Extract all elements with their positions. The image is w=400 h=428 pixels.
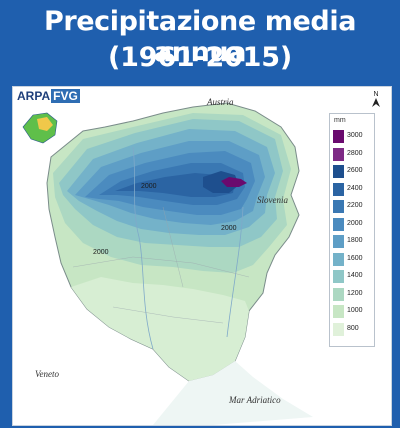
- river-tagliamento: [132, 146, 154, 350]
- legend-label: 1400: [347, 272, 363, 279]
- legend-swatch: [333, 305, 344, 318]
- label-adriatic: Mar Adriatico: [229, 395, 281, 405]
- contour-label-b: 2000: [93, 249, 109, 256]
- legend-swatch: [333, 322, 344, 336]
- legend-unit: mm: [334, 117, 346, 124]
- legend-label: 1000: [347, 307, 363, 314]
- legend: mm 3000 2800 2600 2400 2200 2000 1800 1600 1400 1…: [329, 113, 375, 347]
- legend-swatch: [333, 147, 344, 161]
- legend-label: 3000: [347, 132, 363, 139]
- title-block: Precipitazione media annua (1961-2015): [0, 0, 400, 82]
- legend-label: 1200: [347, 289, 363, 297]
- label-veneto: Veneto: [35, 369, 59, 379]
- zone-3000: [221, 177, 247, 187]
- locator-highlight: [37, 117, 53, 131]
- legend-label: 2600: [347, 167, 363, 174]
- zone-2600: [203, 171, 239, 193]
- legend-swatch: [333, 182, 344, 196]
- page-title: Precipitazione media annua: [43, 6, 357, 68]
- label-slovenia: Slovenia: [257, 195, 288, 205]
- logo-arpa: ARPA: [17, 89, 51, 103]
- legend-swatch: [333, 217, 344, 231]
- legend-swatch: [333, 287, 344, 301]
- legend-label: 800: [347, 324, 359, 332]
- contour-label-c: 2000: [221, 225, 237, 232]
- north-label: N: [373, 91, 379, 98]
- page-subtitle: (1961-2015): [108, 42, 292, 73]
- legend-swatch: [333, 200, 344, 213]
- sea: [153, 361, 313, 425]
- lowland-zone: [71, 277, 249, 381]
- label-austria: Austria: [207, 97, 234, 107]
- contour-label-a: 2000: [141, 183, 157, 190]
- precipitation-map: [21, 102, 313, 425]
- legend-swatch: [333, 252, 344, 266]
- legend-label: 1600: [347, 254, 363, 262]
- legend-label: 2200: [347, 202, 363, 209]
- legend-swatch: [333, 130, 344, 143]
- river-isonzo: [226, 206, 244, 338]
- legend-swatch: [333, 165, 344, 178]
- legend-swatch: [333, 270, 344, 283]
- legend-label: 2000: [347, 219, 363, 227]
- road-network: [72, 206, 250, 324]
- legend-swatch: [333, 235, 344, 248]
- north-arrow: N: [369, 91, 383, 107]
- legend-label: 1800: [347, 237, 363, 244]
- logo-fvg: FVG: [51, 89, 80, 103]
- map-panel: ARPA FVG N Austria Slovenia Veneto Mar Ad…: [12, 86, 392, 426]
- logo: ARPA FVG: [17, 89, 80, 105]
- legend-label: 2400: [347, 184, 363, 192]
- legend-label: 2800: [347, 149, 363, 157]
- north-arrow-icon: [372, 98, 380, 107]
